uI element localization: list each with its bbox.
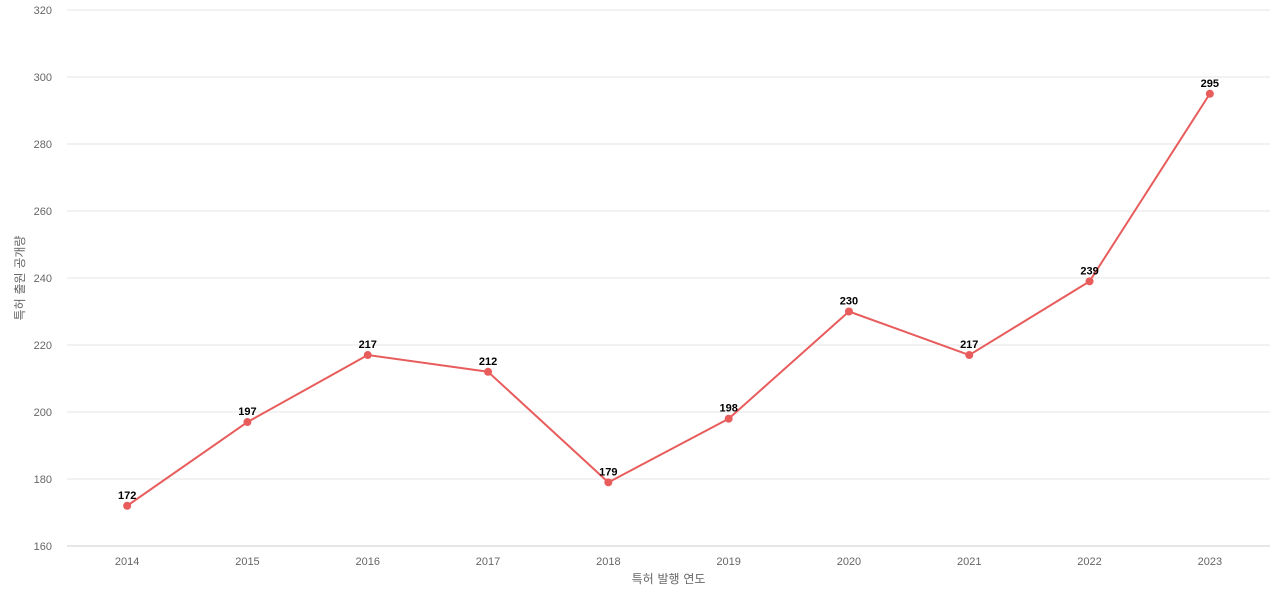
- y-tick-label: 280: [34, 139, 52, 151]
- data-point: [844, 307, 853, 316]
- data-point: [604, 478, 613, 487]
- x-tick-label: 2016: [356, 556, 380, 568]
- data-label: 217: [359, 339, 377, 351]
- y-tick-label: 200: [34, 407, 52, 419]
- x-tick-label: 2021: [957, 556, 981, 568]
- data-label: 239: [1080, 265, 1098, 277]
- y-tick-label: 300: [34, 72, 52, 84]
- x-tick-label: 2014: [115, 556, 139, 568]
- y-axis-ticks: 160 180 200 220 240 260 280 300 320: [34, 5, 52, 553]
- y-tick-label: 220: [34, 340, 52, 352]
- data-label: 198: [719, 403, 737, 415]
- y-axis-title: 특허 출원 공개량: [13, 236, 27, 321]
- x-tick-label: 2018: [596, 556, 620, 568]
- y-tick-label: 260: [34, 206, 52, 218]
- y-tick-label: 320: [34, 5, 52, 17]
- x-tick-label: 2019: [716, 556, 740, 568]
- series-layer: [123, 89, 1214, 510]
- x-axis-title: 특허 발행 연도: [632, 571, 706, 586]
- data-label: 172: [118, 490, 136, 502]
- x-tick-label: 2017: [476, 556, 500, 568]
- data-label: 212: [479, 356, 497, 368]
- data-label: 230: [840, 296, 858, 308]
- data-point: [363, 351, 372, 360]
- data-point: [724, 414, 733, 423]
- data-point: [965, 351, 974, 360]
- data-labels: 172 197 217 212 179 198 230 217 239 295: [118, 78, 1219, 502]
- series-line: [126, 93, 1211, 507]
- y-tick-label: 160: [34, 541, 52, 553]
- data-point: [1085, 277, 1094, 286]
- data-label: 179: [599, 466, 617, 478]
- x-tick-label: 2020: [837, 556, 861, 568]
- x-axis-ticks: 2014 2015 2016 2017 2018 2019 2020 2021 2022 2023: [115, 556, 1222, 568]
- data-label: 217: [960, 339, 978, 351]
- data-point: [123, 501, 132, 510]
- y-tick-label: 180: [34, 474, 52, 486]
- x-tick-label: 2015: [235, 556, 259, 568]
- data-label: 295: [1201, 78, 1219, 90]
- data-point: [484, 367, 493, 376]
- data-point: [1205, 89, 1214, 98]
- y-tick-label: 240: [34, 273, 52, 285]
- data-label: 197: [238, 406, 256, 418]
- data-point: [243, 418, 252, 427]
- x-tick-label: 2022: [1077, 556, 1101, 568]
- x-tick-label: 2023: [1198, 556, 1222, 568]
